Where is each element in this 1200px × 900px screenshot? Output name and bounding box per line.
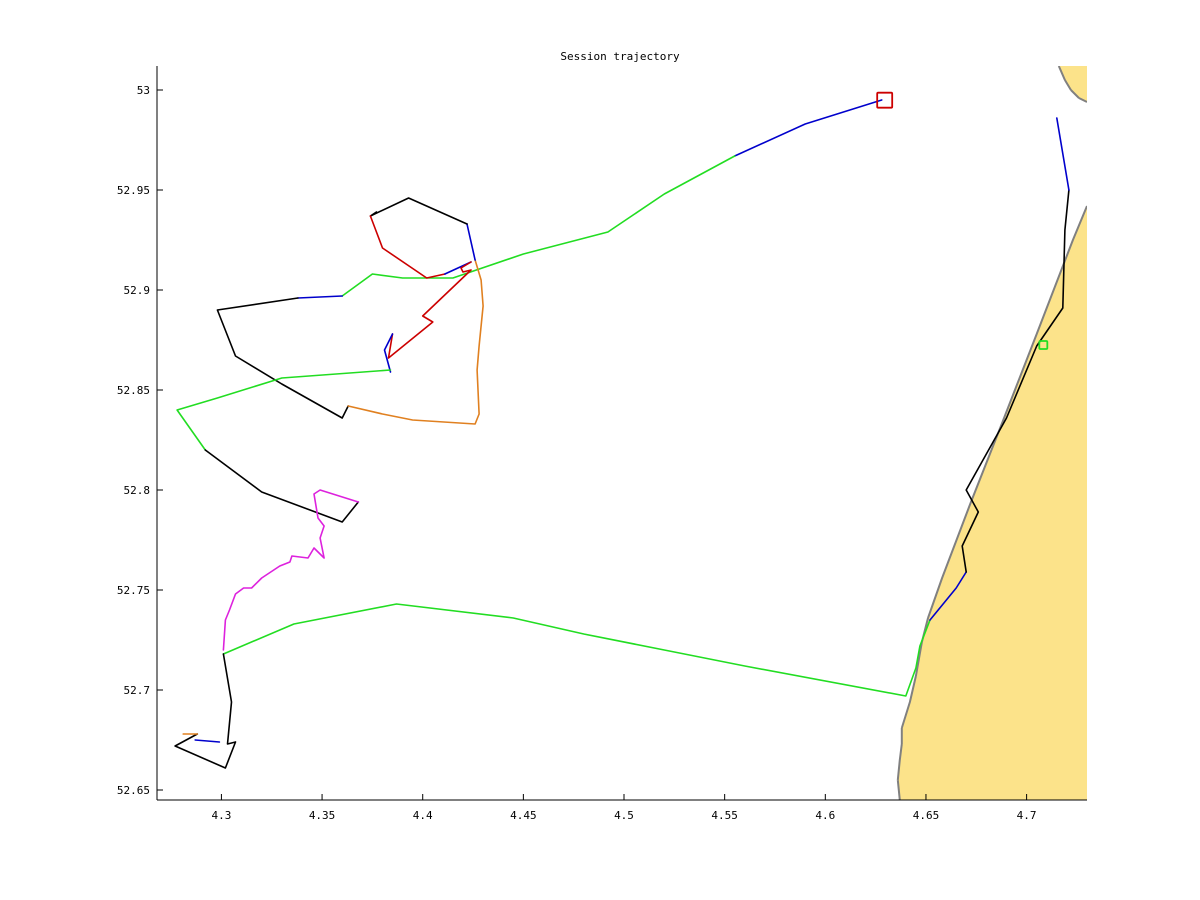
trajectory-segment-14 xyxy=(222,489,360,651)
trajectory-segment-18 xyxy=(1056,117,1070,191)
y-tick-label-8: 53 xyxy=(137,84,150,97)
y-tick-label-5: 52.85 xyxy=(117,384,150,397)
x-tick-label-9: 4.7 xyxy=(1017,809,1037,822)
trajectory-lines xyxy=(174,99,1070,769)
axes: 4.3 4.35 4.4 4.45 4.5 4.55 4.6 4.65 4.7 52.65 52.7… xyxy=(117,66,1087,822)
land-island xyxy=(1058,66,1087,102)
trajectory-segment-21 xyxy=(194,739,221,743)
trajectory-segment-3 xyxy=(297,295,344,299)
land-mainland xyxy=(897,206,1087,800)
trajectory-segment-12 xyxy=(176,369,392,451)
trajectory-segment-17 xyxy=(961,189,1070,573)
chart-title: Session trajectory xyxy=(560,50,680,63)
trajectory-segment-5 xyxy=(347,259,484,425)
markers xyxy=(876,91,1049,350)
trajectory-segment-8 xyxy=(369,215,446,279)
trajectory-segment-6 xyxy=(466,223,476,261)
trajectory-segment-15 xyxy=(222,603,931,697)
x-tick-label-5: 4.5 xyxy=(614,809,634,822)
coastline-island xyxy=(1057,66,1087,103)
x-tick-label-6: 4.55 xyxy=(711,809,738,822)
y-tick-label-2: 52.7 xyxy=(124,684,151,697)
end-marker xyxy=(1038,340,1049,350)
y-tick-label-4: 52.8 xyxy=(124,484,151,497)
trajectory-segment-13 xyxy=(204,449,360,523)
x-tick-label-3: 4.4 xyxy=(413,809,433,822)
trajectory-segment-7 xyxy=(369,197,468,225)
x-tick-label-1: 4.3 xyxy=(211,809,231,822)
trajectory-segment-16 xyxy=(929,571,968,621)
trajectory-segment-10 xyxy=(387,261,472,359)
x-tick-label-2: 4.35 xyxy=(309,809,336,822)
x-tick-label-4: 4.45 xyxy=(510,809,537,822)
y-tick-label-3: 52.75 xyxy=(117,584,150,597)
y-tick-label-1: 52.65 xyxy=(117,784,150,797)
land-layer xyxy=(896,66,1087,800)
trajectory-segment-4 xyxy=(216,297,350,419)
trajectory-segment-19 xyxy=(174,653,237,769)
trajectory-segment-1 xyxy=(733,99,883,157)
coastline-mainland xyxy=(896,205,1087,800)
y-tick-label-7: 52.95 xyxy=(117,184,150,197)
y-tick-label-6: 52.9 xyxy=(124,284,151,297)
trajectory-segment-11 xyxy=(383,333,394,373)
trajectory-segment-2 xyxy=(341,155,736,297)
x-tick-label-7: 4.6 xyxy=(815,809,835,822)
x-tick-label-8: 4.65 xyxy=(913,809,940,822)
start-marker xyxy=(876,91,894,109)
